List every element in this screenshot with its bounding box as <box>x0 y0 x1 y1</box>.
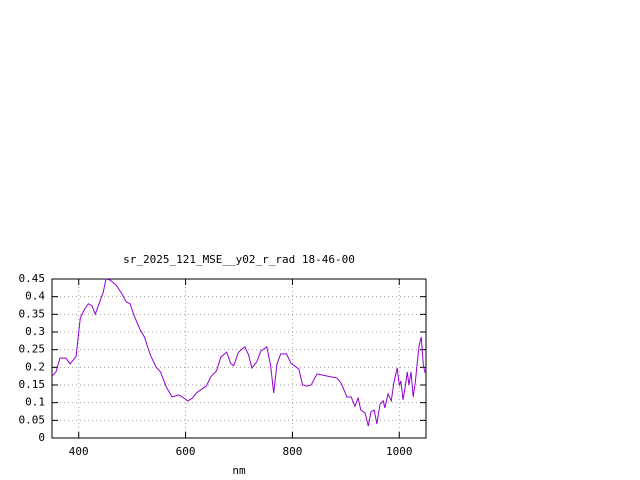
x-tick-label: 1000 <box>386 445 413 458</box>
x-tick-label: 600 <box>176 445 196 458</box>
x-axis-label: nm <box>232 464 246 477</box>
y-tick-label: 0.35 <box>19 307 46 320</box>
data-line <box>51 278 427 427</box>
y-tick-label: 0.2 <box>25 360 45 373</box>
y-tick-label: 0.4 <box>25 290 45 303</box>
x-tick-label: 400 <box>69 445 89 458</box>
y-tick-label: 0.3 <box>25 325 45 338</box>
y-tick-label: 0 <box>38 431 45 444</box>
chart-title: sr_2025_121_MSE__y02_r_rad 18-46-00 <box>123 253 355 266</box>
y-tick-label: 0.15 <box>19 378 46 391</box>
plot-border <box>51 278 427 439</box>
y-tick-label: 0.05 <box>19 413 46 426</box>
x-tick-label: 800 <box>282 445 302 458</box>
y-tick-label: 0.45 <box>19 272 46 285</box>
y-tick-label: 0.25 <box>19 343 46 356</box>
y-tick-label: 0.1 <box>25 396 45 409</box>
